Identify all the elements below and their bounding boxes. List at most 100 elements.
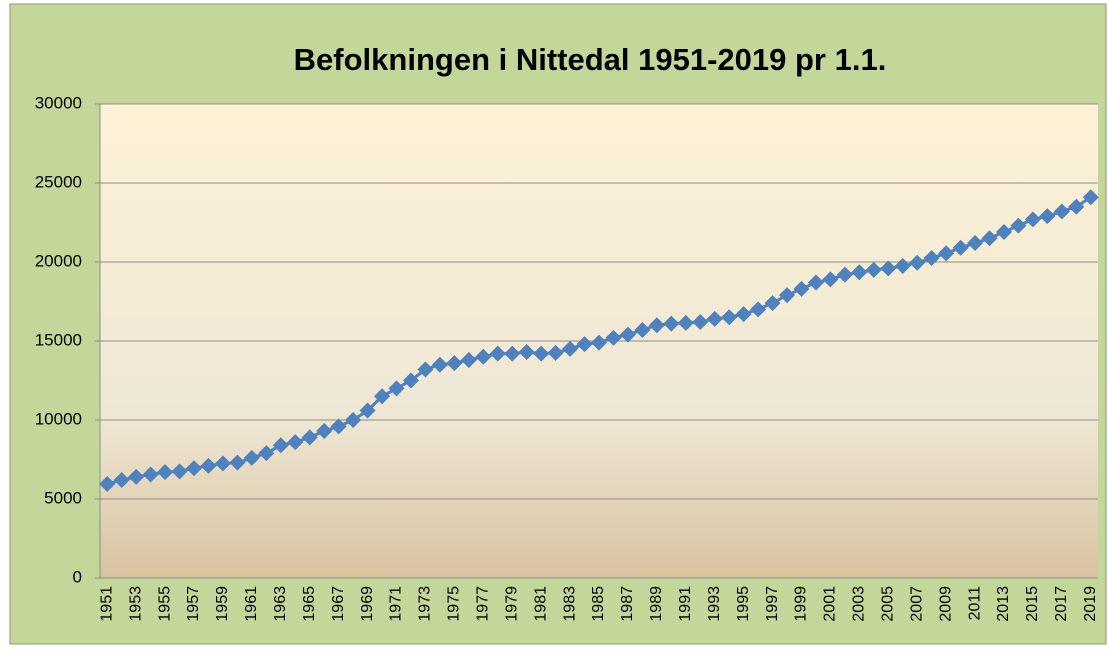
- x-tick-label: 1951: [98, 586, 115, 622]
- data-point: [1024, 211, 1041, 228]
- y-tick-label: 0: [73, 567, 82, 586]
- data-point: [1039, 208, 1056, 225]
- x-tick-label: 1993: [706, 586, 723, 622]
- data-point: [402, 372, 419, 389]
- data-point: [851, 264, 868, 281]
- x-tick-label: 1979: [503, 586, 520, 622]
- x-tick-label: 1967: [330, 586, 347, 622]
- x-tick-label: 1999: [793, 586, 810, 622]
- data-point: [316, 423, 333, 440]
- y-tick-label: 30000: [35, 93, 82, 112]
- x-tick-label: 1991: [677, 586, 694, 622]
- y-tick-label: 5000: [44, 488, 82, 507]
- data-point: [171, 463, 188, 480]
- x-tick-label: 2007: [908, 586, 925, 622]
- data-point: [258, 445, 275, 462]
- y-tick-label: 25000: [35, 172, 82, 191]
- data-point: [807, 274, 824, 291]
- data-point: [634, 321, 651, 338]
- data-point: [330, 418, 347, 435]
- data-point: [446, 355, 463, 372]
- data-point: [562, 340, 579, 357]
- data-point: [1010, 217, 1027, 234]
- data-point: [214, 455, 231, 472]
- x-tick-label: 1977: [475, 586, 492, 622]
- data-point: [1068, 198, 1085, 215]
- x-tick-label: 1965: [301, 586, 318, 622]
- x-tick-label: 1959: [214, 586, 231, 622]
- data-point: [301, 429, 318, 446]
- data-point: [923, 250, 940, 267]
- x-tick-label: 1997: [764, 586, 781, 622]
- data-point: [605, 329, 622, 346]
- data-point: [99, 475, 116, 492]
- data-point: [272, 437, 289, 454]
- data-point: [460, 351, 477, 368]
- data-point: [229, 454, 246, 471]
- data-point: [518, 344, 535, 361]
- data-point: [200, 457, 217, 474]
- data-point: [113, 472, 130, 489]
- x-tick-label: 2003: [851, 586, 868, 622]
- data-point: [735, 306, 752, 323]
- data-point: [128, 468, 145, 485]
- data-point: [388, 380, 405, 397]
- x-tick-label: 2015: [1024, 586, 1041, 622]
- x-tick-label: 1995: [735, 586, 752, 622]
- data-point: [967, 235, 984, 252]
- x-tick-label: 1953: [127, 586, 144, 622]
- data-point: [880, 260, 897, 277]
- data-point: [431, 356, 448, 373]
- x-tick-label: 2017: [1053, 586, 1070, 622]
- data-point: [374, 388, 391, 405]
- data-point: [894, 257, 911, 274]
- y-tick-label: 15000: [35, 330, 82, 349]
- x-tick-label: 1983: [561, 586, 578, 622]
- x-tick-label: 1985: [590, 586, 607, 622]
- data-point: [345, 412, 362, 428]
- x-tick-label: 2009: [937, 586, 954, 622]
- x-tick-label: 2005: [879, 586, 896, 622]
- x-tick-label: 1963: [272, 586, 289, 622]
- x-tick-label: 2013: [995, 586, 1012, 622]
- data-point: [706, 310, 723, 327]
- x-tick-label: 2019: [1082, 586, 1099, 622]
- y-tick-label: 20000: [35, 251, 82, 270]
- data-point: [1053, 203, 1070, 220]
- data-point: [591, 334, 607, 351]
- data-point: [822, 271, 839, 288]
- data-point: [663, 315, 680, 332]
- data-point: [952, 239, 969, 256]
- data-point: [981, 230, 998, 247]
- x-tick-label: 2011: [966, 586, 983, 621]
- x-tick-label: 1981: [532, 586, 549, 622]
- x-tick-label: 1975: [446, 586, 463, 622]
- data-point: [533, 345, 550, 362]
- data-point: [995, 223, 1012, 240]
- data-point: [865, 261, 882, 278]
- x-tick-label: 1961: [243, 586, 260, 622]
- data-point: [750, 301, 767, 318]
- data-point: [677, 314, 694, 331]
- x-tick-label: 1955: [156, 586, 173, 622]
- chart-title: Befolkningen i Nittedal 1951-2019 pr 1.1…: [294, 42, 887, 77]
- data-point: [764, 295, 781, 312]
- data-point: [359, 402, 376, 419]
- data-point: [779, 287, 796, 304]
- data-point: [909, 254, 926, 271]
- y-tick-label: 10000: [35, 409, 82, 428]
- data-point: [793, 280, 810, 297]
- data-point: [287, 434, 304, 451]
- data-point: [576, 336, 593, 353]
- x-tick-label: 1971: [388, 586, 405, 622]
- data-point: [475, 348, 492, 365]
- data-point: [721, 309, 738, 326]
- data-point: [142, 466, 159, 483]
- x-tick-label: 2001: [822, 586, 839, 622]
- data-point: [1082, 189, 1099, 206]
- x-tick-label: 1987: [619, 586, 636, 622]
- data-point: [186, 460, 203, 477]
- x-tick-label: 1957: [185, 586, 202, 622]
- x-tick-label: 1969: [359, 586, 376, 622]
